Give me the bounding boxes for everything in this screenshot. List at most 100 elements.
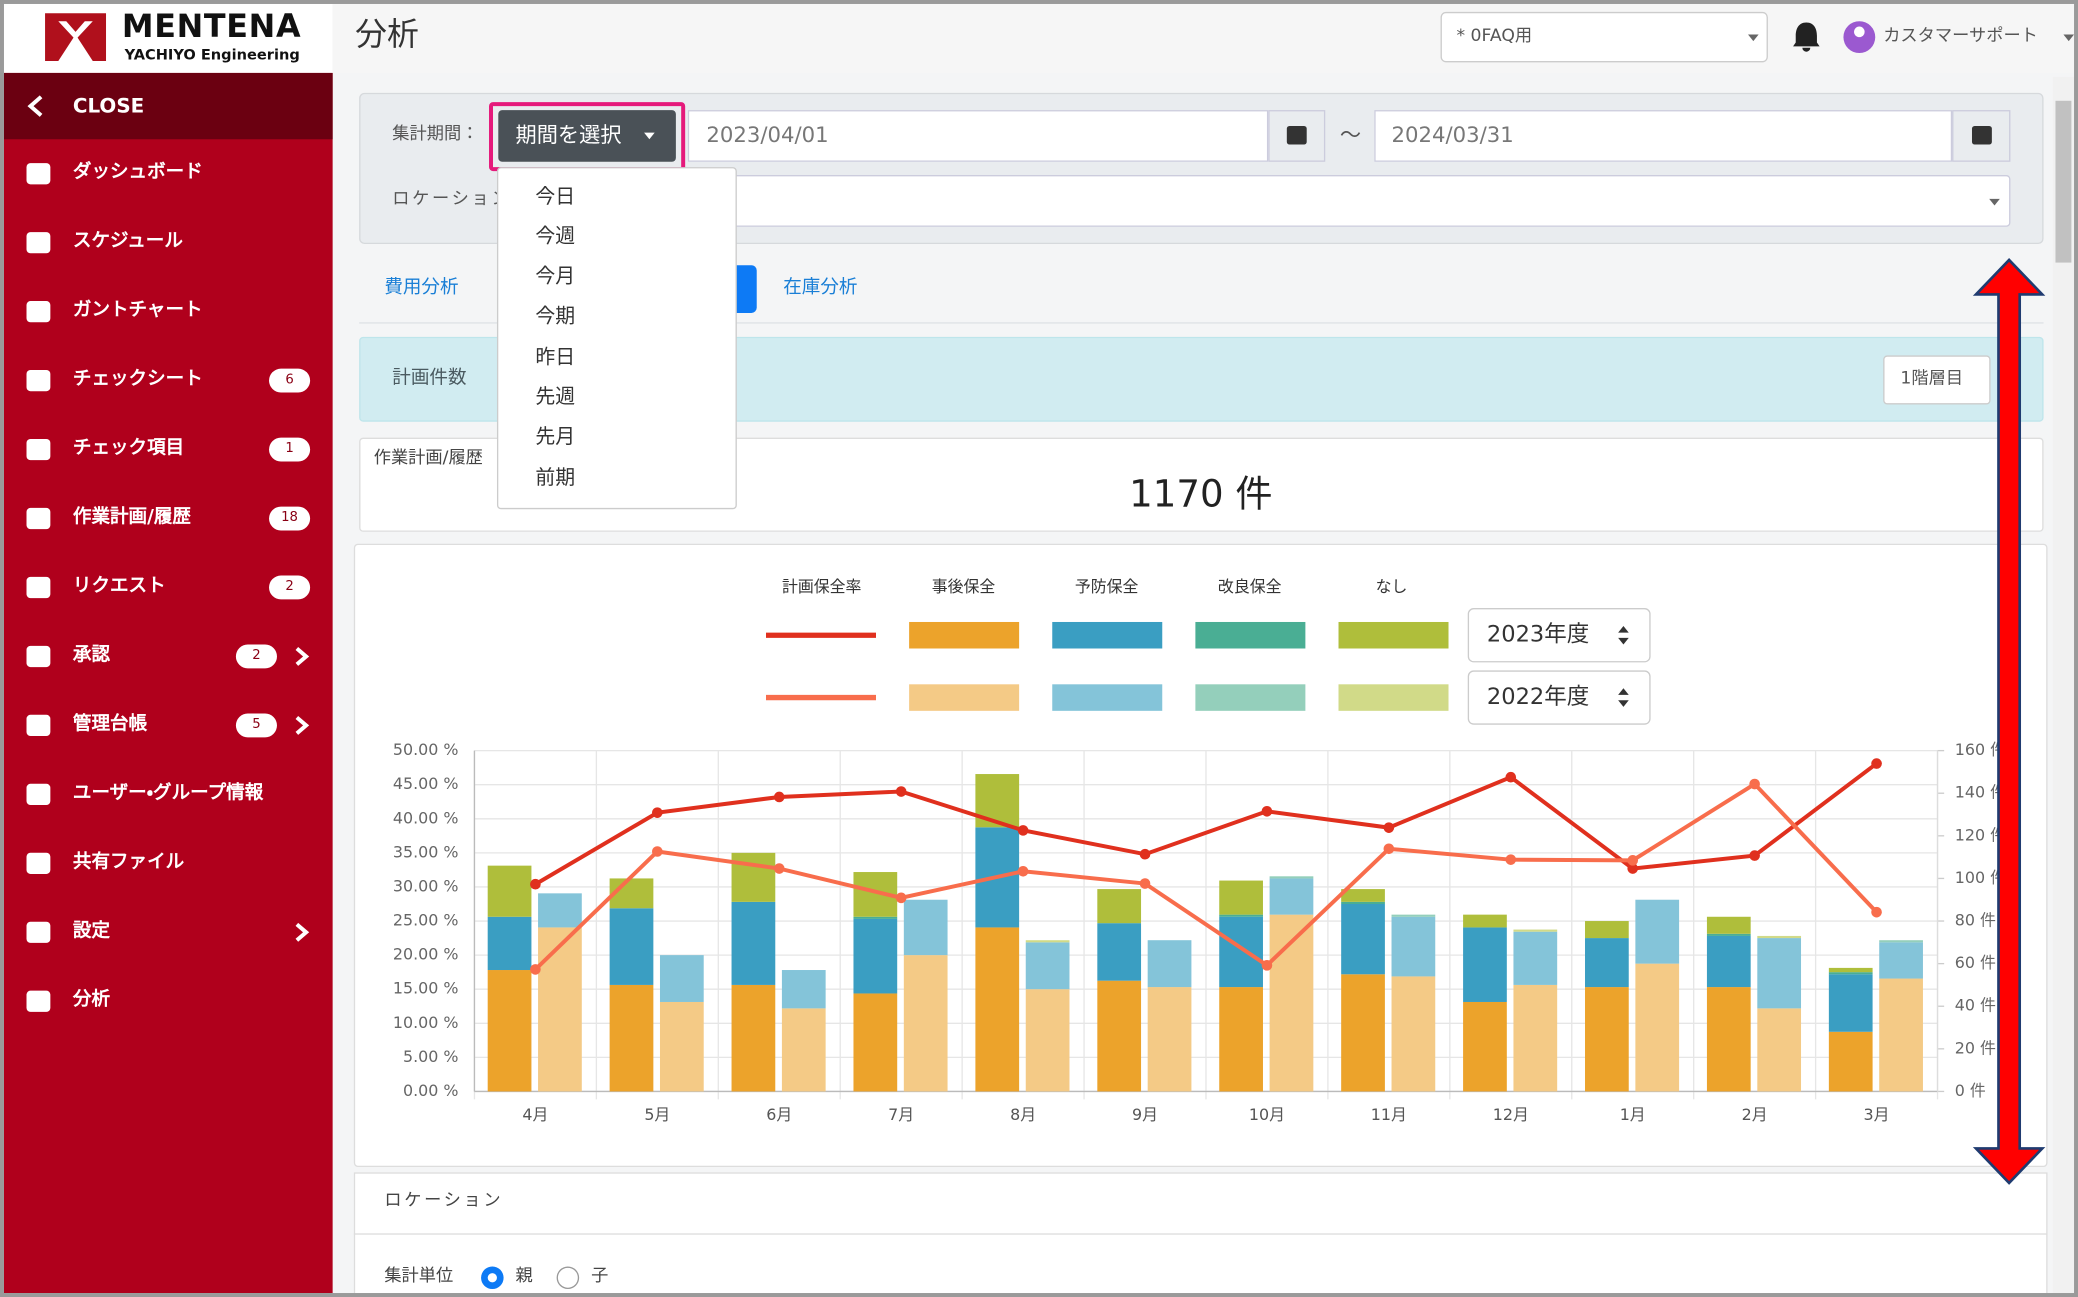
bar-segment	[1219, 987, 1263, 1091]
bar-segment	[1585, 921, 1629, 938]
bar-segment	[732, 985, 776, 1092]
location-divider	[354, 1233, 2048, 1234]
bar-segment	[1635, 964, 1679, 1092]
bar-segment	[1707, 936, 1751, 987]
rate-point	[774, 792, 785, 803]
location-label: ロケーション	[392, 188, 511, 212]
x-tick-label: 3月	[1864, 1105, 1890, 1124]
submenu-chevron	[294, 646, 310, 667]
y-tick-label: 45.00 %	[393, 774, 459, 793]
bar-segment	[853, 919, 897, 994]
rate-point	[896, 786, 907, 797]
menu-item[interactable]	[4, 694, 333, 758]
bar-segment	[1757, 1008, 1801, 1091]
rate-point	[1018, 866, 1029, 877]
menu-icon	[27, 232, 51, 253]
bar-segment	[1219, 917, 1263, 987]
radio-unchecked[interactable]	[557, 1267, 580, 1290]
bar-segment	[1757, 938, 1801, 1008]
chevron	[30, 97, 41, 116]
radio-dot	[488, 1273, 497, 1282]
menu-badge: 2	[236, 645, 277, 669]
bar-segment	[853, 993, 897, 1091]
bar-segment	[1148, 987, 1192, 1091]
bar-segment	[1707, 934, 1751, 936]
radio-label: 子	[591, 1265, 608, 1289]
y-tick-label: 35.00 %	[393, 842, 459, 861]
menu-badge: 18	[269, 507, 310, 531]
rate-point	[1871, 758, 1882, 769]
info-label: 計画件数	[392, 366, 466, 392]
x-tick-label: 11月	[1371, 1105, 1407, 1124]
y-tick-label: 30.00 %	[393, 876, 459, 895]
y-tick-label: 5.00 %	[403, 1047, 459, 1066]
bar-segment	[1219, 881, 1263, 915]
bar-segment	[1513, 932, 1557, 985]
bar-segment	[1219, 915, 1263, 917]
user-caret	[2063, 34, 2074, 46]
location-select[interactable]	[669, 175, 2010, 227]
y-tick-label: 25.00 %	[393, 911, 459, 930]
dropdown-item[interactable]: 今月	[535, 263, 575, 291]
dropdown-item[interactable]: 先月	[535, 423, 575, 451]
dropdown-item[interactable]: 今日	[535, 182, 575, 210]
period-label: 集計期間：	[392, 123, 478, 147]
bar-segment	[1635, 900, 1679, 964]
dropdown-item[interactable]: 前期	[535, 464, 575, 492]
menu-label: ガントチャート	[73, 299, 203, 325]
dropdown-item[interactable]: 今期	[535, 303, 575, 331]
dropdown-item[interactable]: 先週	[535, 383, 575, 411]
user-name[interactable]: カスタマーサポート	[1883, 25, 2038, 49]
menu-item[interactable]	[4, 900, 333, 964]
bar-segment	[732, 902, 776, 985]
bar-segment	[1879, 942, 1923, 978]
total-value: 1170 件	[1129, 469, 1272, 521]
menu-item[interactable]	[4, 625, 333, 689]
bar-segment	[1026, 989, 1070, 1091]
menu-item[interactable]	[4, 969, 333, 1033]
select-caret	[1748, 34, 1759, 46]
bar-segment	[1341, 974, 1385, 1091]
rate-point	[1384, 843, 1395, 854]
logo-title: MENTENA	[122, 6, 301, 51]
period-caret	[644, 133, 655, 145]
x-tick-label: 2月	[1742, 1105, 1768, 1124]
period-button-text: 期間を選択	[516, 120, 622, 150]
bell-icon	[1792, 20, 1821, 52]
chevron	[297, 649, 306, 665]
x-tick-label: 5月	[644, 1105, 670, 1124]
tab[interactable]: 費用分析	[384, 276, 458, 302]
dropdown-item[interactable]: 今週	[535, 223, 575, 251]
bar-segment	[660, 955, 704, 1002]
bar-segment	[1585, 987, 1629, 1091]
rate-point	[1749, 779, 1760, 790]
close-icon	[24, 93, 45, 120]
start-date-text: 2023/04/01	[706, 120, 828, 150]
x-tick-label: 9月	[1132, 1105, 1158, 1124]
menu-badge: 6	[269, 369, 310, 393]
bar-segment	[488, 866, 532, 917]
legend-swatch	[1195, 684, 1305, 711]
close-bar[interactable]	[4, 73, 333, 139]
menu-icon	[27, 991, 51, 1012]
menu-label: 設定	[73, 919, 110, 945]
x-tick-label: 1月	[1620, 1105, 1646, 1124]
rate-point	[1140, 878, 1151, 889]
bar-segment	[782, 1008, 826, 1091]
logo-mark	[45, 11, 106, 64]
tab[interactable]: 在庫分析	[783, 276, 857, 302]
bar-segment	[732, 853, 776, 902]
menu-label: 分析	[73, 988, 110, 1014]
submenu-chevron	[294, 715, 310, 736]
submenu-chevron	[294, 922, 310, 943]
dropdown-item[interactable]: 昨日	[535, 343, 575, 371]
bell	[1793, 23, 1820, 52]
menu-label: チェック項目	[73, 437, 184, 463]
legend-swatch	[1339, 684, 1449, 711]
chevron	[297, 717, 306, 733]
total-card-title: 作業計画/履歴	[374, 447, 483, 471]
legend-header: 予防保全	[1075, 577, 1139, 596]
menu-badge: 5	[236, 713, 277, 737]
radio-label: 親	[516, 1265, 533, 1289]
